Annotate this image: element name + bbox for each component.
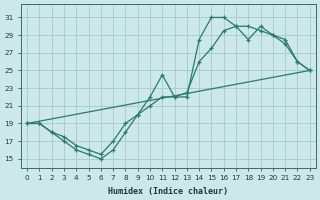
X-axis label: Humidex (Indice chaleur): Humidex (Indice chaleur): [108, 187, 228, 196]
